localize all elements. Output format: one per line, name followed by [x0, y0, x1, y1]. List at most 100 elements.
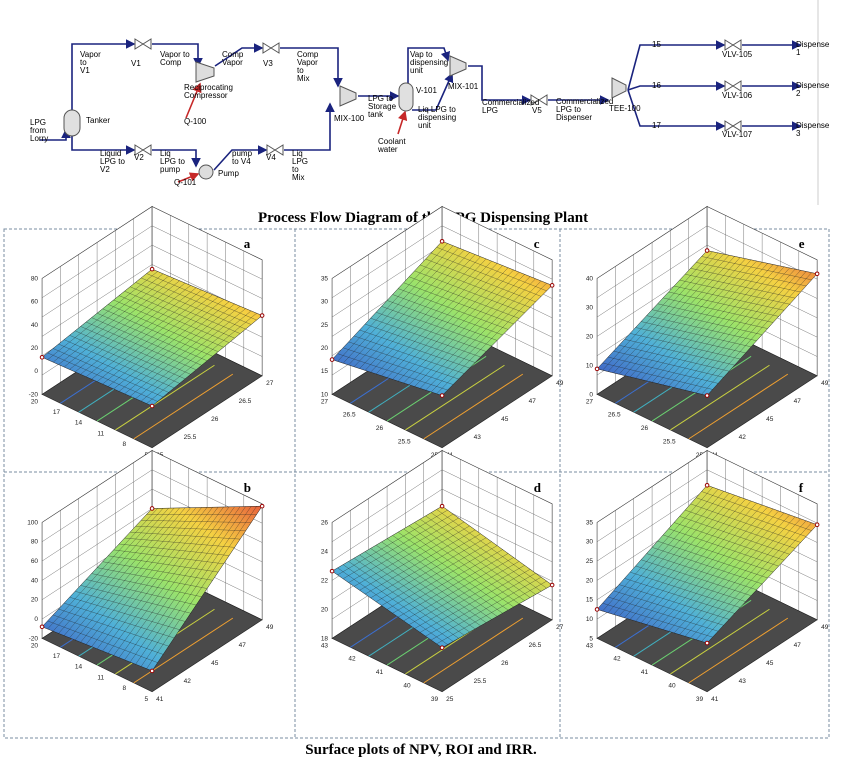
mesh [146, 506, 257, 669]
stream-label: V4 [266, 153, 276, 162]
valve [262, 42, 280, 54]
mesh [679, 267, 790, 389]
z-tick-label: -20 [29, 391, 39, 398]
mesh [431, 577, 542, 641]
stream-label: water [377, 145, 398, 154]
z-tick-label: 20 [31, 345, 39, 352]
panel-letter: e [799, 236, 805, 251]
design-point [149, 403, 155, 409]
mesh [409, 561, 520, 625]
mesh [425, 573, 536, 637]
x-tick-label: 27 [321, 398, 329, 405]
mesh [118, 506, 230, 658]
mesh [124, 506, 235, 660]
mesh [102, 507, 213, 652]
mesh [414, 565, 525, 629]
y-tick-label: 47 [529, 398, 537, 405]
grid-line [331, 469, 443, 542]
design-point [149, 266, 155, 272]
design-point [549, 283, 555, 288]
stream-label: 16 [652, 81, 661, 90]
z-tick-label: 18 [321, 635, 329, 642]
valve [134, 38, 152, 50]
grid-line [331, 225, 443, 298]
x-tick-label: 40 [403, 682, 411, 689]
plots-caption: Surface plots of NPV, ROI and IRR. [305, 742, 537, 758]
stream-label: Compressor [184, 91, 228, 100]
design-point [704, 640, 710, 646]
stream [71, 136, 136, 155]
stream-label: Liq LPG to [418, 105, 456, 114]
x-tick-label: 17 [53, 409, 61, 416]
y-tick-label: 26.5 [239, 398, 252, 405]
mesh [662, 508, 774, 630]
stream-label: unit [410, 66, 424, 75]
mesh [684, 269, 796, 391]
mesh [673, 512, 785, 634]
y-tick-label: 45 [766, 660, 774, 667]
x-tick-label: 43 [586, 642, 594, 649]
mesh [668, 291, 779, 317]
grid-line [41, 469, 153, 542]
grid-line [442, 469, 553, 524]
y-tick-label: 49 [821, 624, 829, 631]
x-tick-label: 25.5 [398, 438, 411, 445]
x-tick-label: 14 [75, 664, 83, 671]
stream-label: V1 [80, 66, 90, 75]
mesh [657, 263, 768, 384]
mesh [408, 272, 520, 385]
stream-label: Vapor to [160, 50, 190, 59]
mesh [662, 264, 774, 385]
stream [407, 47, 451, 84]
design-point [704, 482, 710, 488]
y-tick-label: 47 [239, 642, 247, 649]
z-tick-label: 20 [586, 333, 594, 340]
x-tick-label: 20 [31, 398, 39, 405]
stream-label: VLV-105 [722, 50, 753, 59]
stream [627, 89, 726, 131]
y-tick-label: 49 [266, 624, 274, 631]
pfd-caption: Process Flow Diagram of the LPG Dispensi… [258, 210, 588, 226]
stream-label: to V4 [232, 157, 251, 166]
stream-label: Tanker [86, 116, 110, 125]
mesh [690, 268, 801, 293]
contour [688, 373, 789, 440]
stream-label: Pump [218, 169, 239, 178]
mesh [674, 285, 785, 311]
stream [284, 102, 335, 151]
design-point [594, 366, 600, 372]
mesh [403, 557, 514, 622]
stream [213, 145, 268, 171]
mesh [409, 276, 520, 319]
y-tick-label: 45 [766, 416, 774, 423]
stream-label: dispensing [410, 58, 448, 67]
y-tick-label: 49 [821, 380, 829, 387]
mesh [140, 506, 252, 667]
stream-label: Vapor [222, 58, 243, 67]
z-tick-label: 20 [321, 345, 329, 352]
z-tick-label: 80 [31, 539, 39, 546]
mesh [679, 514, 790, 635]
stream [627, 40, 726, 91]
z-tick-label: 5 [589, 635, 593, 642]
stream [152, 43, 203, 68]
z-tick-label: 10 [586, 362, 594, 369]
x-tick-label: 5 [144, 696, 148, 703]
stream-label: Storage [368, 102, 397, 111]
design-point [39, 354, 45, 360]
contour [670, 608, 770, 675]
mesh [701, 522, 812, 642]
mesh [403, 269, 514, 384]
grid-line [707, 469, 818, 524]
z-tick-label: 20 [31, 597, 39, 604]
mesh [696, 262, 807, 287]
z-tick-label: 22 [321, 577, 329, 584]
stream-label: to [80, 58, 87, 67]
mesh [392, 265, 503, 380]
y-tick-label: 41 [711, 696, 719, 703]
contour [133, 373, 234, 440]
contour [423, 617, 524, 684]
stream-label: Dispense [796, 121, 830, 130]
stream-label: LPG [292, 157, 308, 166]
vessel [398, 82, 414, 112]
